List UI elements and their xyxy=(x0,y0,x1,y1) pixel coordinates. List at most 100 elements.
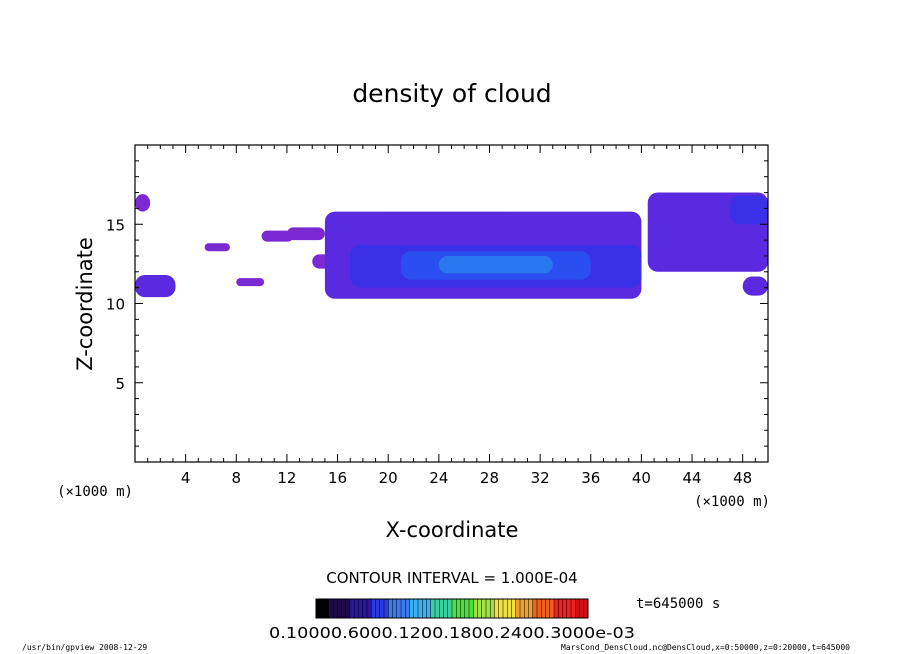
colorbar-segment xyxy=(520,599,525,618)
colorbar-segment xyxy=(396,599,402,618)
colorbar-segment xyxy=(350,599,355,618)
colorbar-segment xyxy=(422,599,427,618)
cloud-region-0 xyxy=(135,194,151,212)
colorbar-segment xyxy=(367,599,372,618)
colorbar-segment xyxy=(481,599,487,618)
colorbar-segment xyxy=(354,599,359,618)
chart-title: density of cloud xyxy=(352,79,551,108)
colorbar-segment xyxy=(388,599,393,618)
x-tick-label: 24 xyxy=(429,469,448,487)
x-tick-label: 20 xyxy=(379,469,398,487)
cloud-region-10 xyxy=(438,255,553,274)
footer-left: /usr/bin/gpview 2008-12-29 xyxy=(22,643,147,652)
colorbar-segment xyxy=(464,599,470,618)
colorbar-segment xyxy=(511,599,517,618)
colorbar-frame xyxy=(315,598,589,619)
y-tick-label: 15 xyxy=(106,216,125,234)
colorbar-segment xyxy=(401,599,406,618)
colorbar-segment xyxy=(405,599,410,618)
colorbar-segment xyxy=(413,599,419,618)
cloud-region-4 xyxy=(261,230,294,242)
cloud-region-13 xyxy=(742,276,768,296)
footer-right: MarsCond_DensCloud.nc@DensCloud,x=0:5000… xyxy=(561,643,850,652)
colorbar-segment xyxy=(384,599,389,618)
y-tick-label: 5 xyxy=(115,375,125,393)
colorbar-segment xyxy=(515,599,521,618)
x-tick-label: 48 xyxy=(733,469,752,487)
x-tick-label: 40 xyxy=(632,469,651,487)
colorbar-segment xyxy=(435,599,440,618)
colorbar-segment xyxy=(579,599,585,618)
y-axis-label: Z-coordinate xyxy=(73,237,97,371)
colorbar-segment xyxy=(362,599,368,618)
colorbar-segment xyxy=(341,599,347,618)
cloud-region-12 xyxy=(730,195,768,225)
colorbar-segment xyxy=(439,599,444,618)
x-tick-label: 4 xyxy=(181,469,191,487)
colorbar xyxy=(315,599,589,618)
colorbar-segment xyxy=(486,599,491,618)
x-axis-label: X-coordinate xyxy=(386,518,519,542)
colorbar-segment xyxy=(452,599,457,618)
colorbar-segment xyxy=(490,599,495,618)
colorbar-segment xyxy=(545,599,551,618)
colorbar-segment xyxy=(498,599,504,618)
colorbar-segment xyxy=(562,599,568,618)
colorbar-segment xyxy=(371,599,376,618)
axis-ticks xyxy=(135,145,768,462)
x-tick-label: 36 xyxy=(581,469,600,487)
colorbar-segment xyxy=(528,599,534,618)
cloud-field xyxy=(135,192,768,299)
colorbar-segment xyxy=(583,599,589,618)
colorbar-segment xyxy=(328,599,334,618)
x-tick-label: 12 xyxy=(277,469,296,487)
x-tick-label: 16 xyxy=(328,469,347,487)
colorbar-segment xyxy=(537,599,542,618)
colorbar-segment xyxy=(460,599,466,618)
colorbar-segment xyxy=(316,599,321,618)
colorbar-labels: 0.10000.6000.1200.1800.2400.3000e-03 xyxy=(269,624,635,642)
colorbar-segment xyxy=(477,599,483,618)
colorbar-segment xyxy=(418,599,423,618)
colorbar-segment xyxy=(494,599,500,618)
x-axis-unit-right: (×1000 m) xyxy=(694,494,770,510)
x-tick-label: 32 xyxy=(531,469,550,487)
colorbar-segment xyxy=(566,599,572,618)
colorbar-segment xyxy=(507,599,512,618)
colorbar-segment xyxy=(524,599,529,618)
y-tick-label: 10 xyxy=(106,296,125,314)
colorbar-segment xyxy=(392,599,398,618)
colorbar-segment xyxy=(426,599,432,618)
x-axis-unit-left: (×1000 m) xyxy=(57,484,133,500)
colorbar-segment xyxy=(320,599,325,618)
x-tick-label: 8 xyxy=(232,469,242,487)
colorbar-segment xyxy=(447,599,453,618)
colorbar-segment xyxy=(554,599,559,618)
colorbar-segment xyxy=(558,599,563,618)
cloud-region-3 xyxy=(236,278,265,287)
time-label: t=645000 s xyxy=(636,596,720,612)
x-tick-label: 44 xyxy=(682,469,701,487)
cloud-region-1 xyxy=(135,274,176,298)
colorbar-segment xyxy=(375,599,381,618)
cloud-region-5 xyxy=(286,227,325,241)
colorbar-segment xyxy=(571,599,576,618)
contour-interval-label: CONTOUR INTERVAL = 1.000E-04 xyxy=(326,569,577,587)
colorbar-segment xyxy=(503,599,508,618)
colorbar-segment xyxy=(333,599,338,618)
colorbar-segment xyxy=(473,599,478,618)
colorbar-segment xyxy=(409,599,415,618)
colorbar-segment xyxy=(549,599,555,618)
colorbar-segment xyxy=(532,599,538,618)
colorbar-segment xyxy=(443,599,449,618)
colorbar-segment xyxy=(456,599,461,618)
colorbar-segment xyxy=(430,599,436,618)
colorbar-segment xyxy=(469,599,474,618)
colorbar-segment xyxy=(324,599,330,618)
x-tick-label: 28 xyxy=(480,469,499,487)
colorbar-segment xyxy=(541,599,546,618)
colorbar-segment xyxy=(345,599,351,618)
colorbar-segment xyxy=(358,599,364,618)
